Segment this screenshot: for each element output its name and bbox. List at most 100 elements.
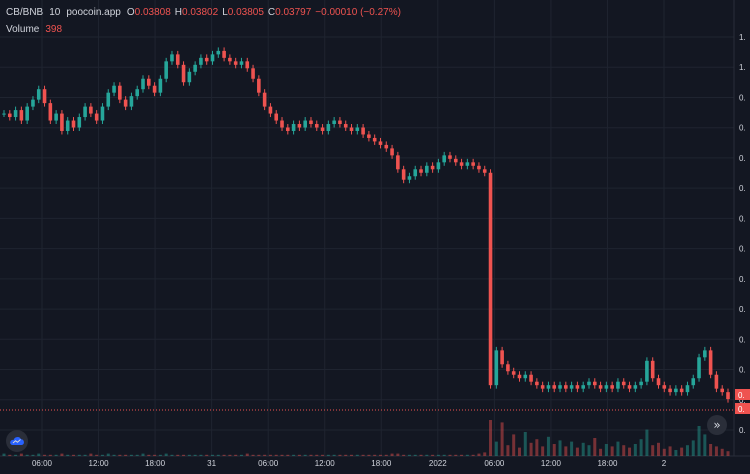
volume-bar [153, 454, 157, 456]
volume-bar [494, 441, 498, 456]
candle-body [152, 85, 157, 93]
candle-body [71, 120, 76, 128]
candle-body [210, 54, 215, 62]
volume-bar [72, 454, 76, 456]
low-value: 0.03805 [227, 7, 264, 18]
volume-bar [489, 420, 493, 456]
candle-body [564, 385, 568, 389]
volume-bar [19, 453, 23, 456]
candle-body [662, 385, 667, 389]
candle-body [31, 99, 35, 107]
candle-body [355, 127, 360, 131]
volume-bar [2, 453, 6, 456]
candle-body [65, 120, 70, 131]
candle-body [135, 89, 140, 97]
volume-bar [263, 454, 267, 456]
volume-bar [182, 454, 186, 456]
volume-bar [419, 454, 423, 456]
candle-body [257, 78, 261, 93]
volume-bar [616, 441, 620, 456]
volume-bar [720, 448, 724, 456]
volume-bar [199, 454, 203, 456]
volume-bar [268, 454, 272, 456]
volume-bar [239, 454, 243, 456]
candle-body [679, 388, 684, 393]
candle-body [129, 96, 134, 107]
volume-bar [691, 440, 695, 456]
volume-bar [523, 432, 527, 456]
candle-body [280, 120, 284, 128]
candle-body [291, 124, 296, 131]
candle-body [199, 57, 203, 65]
volume-bar [280, 454, 284, 456]
candle-body [685, 385, 690, 393]
candle-body [714, 374, 719, 389]
volume-bar [384, 454, 388, 456]
volume-bar [431, 454, 435, 456]
volume-bar [373, 454, 377, 456]
x-tick-label: 2022 [429, 459, 447, 468]
volume-bar [350, 454, 354, 456]
close-key: C [267, 7, 276, 18]
price-tag [735, 403, 750, 414]
y-tick-label: 1. [739, 63, 746, 72]
high-value: 0.03802 [182, 7, 219, 18]
candle-body [442, 155, 446, 163]
volume-bar [141, 453, 145, 456]
volume-bar [37, 453, 41, 456]
volume-bar [106, 453, 110, 456]
volume-bar [402, 454, 406, 456]
candle-body [482, 169, 487, 173]
x-tick-label: 18:00 [145, 459, 166, 468]
candle-body [610, 385, 614, 389]
candle-body [42, 89, 47, 104]
volume-bar [367, 454, 371, 456]
candle-body [36, 89, 41, 100]
candle-body [668, 388, 672, 393]
candle-body [448, 155, 452, 159]
volume-bar [355, 454, 359, 456]
candle-body [477, 165, 481, 170]
candle-body [621, 381, 626, 386]
volume-bar [25, 454, 29, 456]
volume-bar [546, 436, 550, 456]
candle-body [349, 127, 354, 131]
volume-bar [326, 454, 330, 456]
volume-bar [593, 438, 597, 456]
cloud-icon-shape [10, 437, 24, 445]
volume-bar [413, 454, 417, 456]
candle-body [401, 169, 406, 180]
candle-body [222, 50, 226, 58]
volume-bar [83, 454, 87, 456]
double-chevron-right-icon[interactable]: » [707, 415, 727, 435]
y-tick-label: 0. [739, 396, 746, 405]
candle-body [123, 99, 128, 107]
x-tick-label: 31 [207, 459, 216, 468]
candle-body [268, 106, 273, 114]
candle-body [390, 148, 394, 156]
volume-bar [697, 426, 701, 456]
candle-body [77, 117, 82, 128]
candle-body [2, 113, 6, 115]
volume-bar [628, 447, 632, 456]
candle-body [367, 134, 371, 138]
volume-bar [170, 454, 174, 456]
volume-bar [529, 442, 533, 456]
candle-body [372, 137, 377, 142]
volume-bar [442, 454, 446, 456]
y-tick-label: 1. [739, 33, 746, 42]
volume-label: Volume [6, 24, 40, 35]
candle-body [303, 120, 307, 128]
volume-bar [60, 453, 64, 456]
y-tick-label: 0. [739, 214, 746, 223]
candle-body [465, 162, 470, 166]
x-tick-label: 06:00 [258, 459, 279, 468]
symbol-label: CB/BNB [6, 7, 44, 18]
volume-bar [315, 454, 319, 456]
tradingview-cloud-icon[interactable] [6, 430, 28, 452]
volume-bar [31, 454, 35, 456]
candle-body [100, 106, 105, 121]
y-tick-label: 0. [739, 154, 746, 163]
